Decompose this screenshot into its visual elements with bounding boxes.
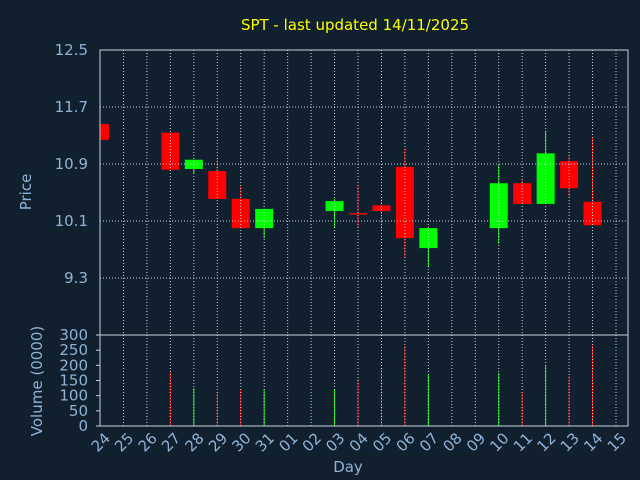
x-tick-label: 28 [181,429,207,455]
x-tick-label: 29 [205,429,231,455]
y-axis-label: Price [17,174,35,211]
y-tick-label: 9.3 [64,269,88,287]
volume-tick-label: 150 [59,372,88,390]
x-tick-label: 05 [369,429,395,455]
volume-tick-label: 250 [59,341,88,359]
candle-body [161,132,180,170]
x-tick-label: 09 [463,429,489,455]
candle-body [349,213,367,215]
axes: 9.310.110.911.712.5050100150200250300242… [55,41,630,455]
x-tick-label: 14 [580,429,606,455]
y-tick-label: 12.5 [55,41,88,59]
x-tick-label: 08 [439,429,465,455]
y-tick-label: 11.7 [55,98,88,116]
x-tick-label: 04 [346,429,372,455]
x-tick-label: 30 [228,429,254,455]
x-tick-label: 07 [416,429,442,455]
x-axis-label: Day [333,458,363,476]
volume-tick-label: 300 [59,326,88,344]
x-tick-label: 02 [299,429,325,455]
volume-tick-label: 200 [59,356,88,374]
volume-tick-label: 0 [78,417,88,435]
x-tick-label: 13 [557,429,583,455]
x-tick-label: 24 [88,429,114,455]
y-tick-label: 10.1 [55,212,88,230]
candle-body [536,153,555,204]
volume-tick-label: 50 [69,402,88,420]
y-tick-label: 10.9 [55,155,88,173]
candle-body [100,124,109,140]
volume-frame [99,334,629,427]
candle-body [560,161,579,189]
x-tick-label: 26 [135,429,161,455]
candle-body [372,205,391,212]
candle-body [583,201,602,226]
x-tick-label: 27 [158,429,184,455]
price-panel [100,124,602,268]
x-tick-label: 10 [486,429,512,455]
candle-body [231,198,250,229]
x-tick-label: 25 [111,429,137,455]
candle-body [489,183,508,229]
volume-axis-label: Volume (0000) [28,326,46,436]
x-tick-label: 01 [275,429,301,455]
x-tick-label: 06 [393,429,419,455]
x-tick-label: 15 [604,429,630,455]
candle-body [513,183,532,204]
x-tick-label: 12 [533,429,559,455]
candle-body [419,228,438,249]
x-tick-label: 31 [252,429,278,455]
volume-tick-label: 100 [59,387,88,405]
candle-body [395,166,414,239]
x-tick-label: 11 [510,429,536,455]
x-tick-label: 03 [322,429,348,455]
chart-title: SPT - last updated 14/11/2025 [241,16,469,34]
